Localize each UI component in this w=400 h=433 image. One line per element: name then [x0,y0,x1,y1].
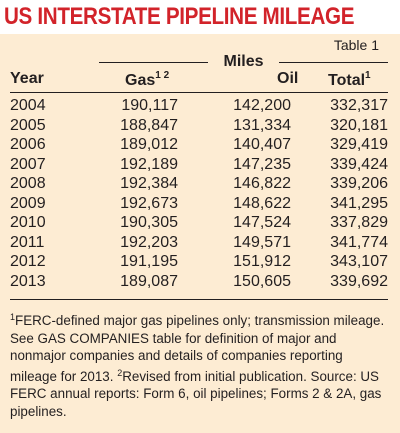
cell-gas: 191,195 [120,253,178,270]
column-header-gas: Gas1 2 [125,70,169,90]
table-row: 2013 189,087 150,605 339,692 [0,273,400,293]
cell-year: 2004 [10,97,46,114]
column-header-gas-footnote-marks: 1 2 [155,70,170,81]
table-row: 2007 192,189 147,235 339,424 [0,156,400,176]
footnote: 1FERC-defined major gas pipelines only; … [10,309,390,421]
table-row: 2012 191,195 151,912 343,107 [0,253,400,273]
table-row: 2011 192,203 149,571 341,774 [0,234,400,254]
table-panel: Table 1 Miles Year Gas1 2 Oil Total1 200… [0,34,400,433]
cell-oil: 148,622 [233,194,291,212]
cell-oil: 147,235 [233,155,291,173]
cell-gas: 190,305 [120,214,178,231]
cell-gas: 192,384 [120,175,178,192]
footnote-mark-2: 2 [117,367,123,378]
footnote-mark-1: 1 [10,312,16,322]
column-header-gas-label: Gas [125,72,156,89]
cell-oil: 151,912 [233,253,291,270]
footnote-divider [10,299,388,300]
cell-gas: 192,189 [120,155,178,173]
column-header-total: Total1 [328,70,371,90]
cell-gas: 188,847 [120,116,178,134]
cell-oil: 150,605 [233,272,291,290]
cell-total: 329,419 [330,136,388,153]
cell-year: 2006 [10,136,46,153]
miles-group-header: Miles [99,53,388,71]
cell-total: 339,206 [330,175,388,192]
column-header-total-footnote-mark: 1 [365,70,371,81]
table-row: 2009 192,673 148,622 341,295 [0,195,400,215]
cell-total: 341,295 [330,194,388,212]
cell-gas: 192,673 [120,194,178,212]
footnote-text-1: FERC-defined major gas pipelines only; t… [10,313,385,384]
miles-rule-left [99,62,208,63]
cell-year: 2005 [10,116,46,134]
table-row: 2010 190,305 147,524 337,829 [0,214,400,234]
cell-year: 2011 [10,233,45,251]
cell-total: 339,424 [330,155,388,173]
cell-year: 2007 [10,155,46,173]
cell-year: 2013 [10,272,46,290]
cell-total: 337,829 [330,214,388,231]
column-header-year: Year [10,70,44,87]
table-row: 2008 192,384 146,822 339,206 [0,175,400,195]
miles-rule-right [279,62,388,63]
cell-gas: 189,087 [120,272,178,290]
cell-oil: 131,334 [233,116,291,134]
header-divider [10,92,388,93]
cell-total: 332,317 [330,97,388,114]
cell-gas: 192,203 [120,233,178,251]
table-title: US INTERSTATE PIPELINE MILEAGE [4,3,355,30]
cell-year: 2010 [10,214,46,231]
cell-gas: 189,012 [120,136,178,153]
table-body: 2004 190,117 142,200 332,317 2005 188,847 131,… [0,97,400,292]
table-number-label: Table 1 [333,37,379,53]
cell-oil: 147,524 [233,214,291,231]
cell-year: 2009 [10,194,46,212]
cell-oil: 142,200 [233,97,291,114]
cell-oil: 146,822 [233,175,291,192]
cell-total: 320,181 [330,116,388,134]
cell-oil: 140,407 [233,136,291,153]
cell-year: 2008 [10,175,46,192]
table-row: 2005 188,847 131,334 320,181 [0,117,400,137]
cell-total: 341,774 [330,233,388,251]
footnote-text-2: Revised from initial publication. Source… [10,368,382,419]
cell-total: 339,692 [330,272,388,290]
column-header-total-label: Total [328,72,366,89]
cell-gas: 190,117 [121,97,178,114]
table-row: 2006 189,012 140,407 329,419 [0,136,400,156]
table-row: 2004 190,117 142,200 332,317 [0,97,400,117]
column-header-oil: Oil [277,70,299,87]
cell-oil: 149,571 [233,233,291,251]
cell-year: 2012 [10,253,46,270]
miles-label: Miles [223,53,264,70]
cell-total: 343,107 [330,253,388,270]
